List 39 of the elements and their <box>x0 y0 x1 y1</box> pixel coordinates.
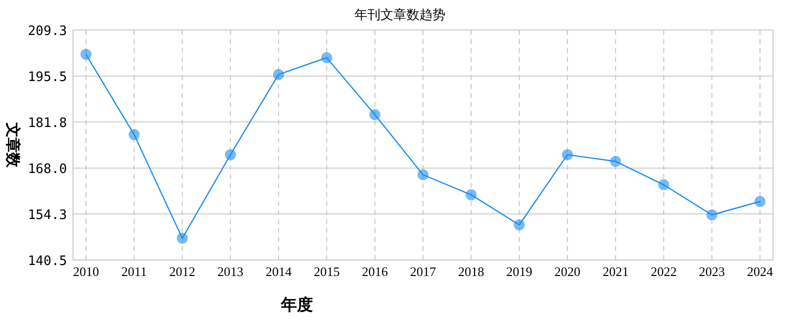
point <box>706 209 718 220</box>
point <box>418 169 428 180</box>
x-tick-label: 2019 <box>506 264 532 279</box>
chart-title: 年刊文章数趋势 <box>354 7 446 22</box>
point <box>562 149 573 160</box>
x-tick-label: 2022 <box>650 264 677 279</box>
y-tick-label: 168.0 <box>28 162 67 178</box>
x-tick-label: 2011 <box>121 264 147 279</box>
x-tick-label: 2024 <box>747 264 774 279</box>
x-tick-label: 2010 <box>73 264 99 279</box>
x-tick-label: 2016 <box>362 264 388 279</box>
x-tick-label: 2012 <box>169 264 196 279</box>
y-tick-label: 154.3 <box>28 208 67 223</box>
x-tick-label: 2014 <box>266 264 292 279</box>
point <box>224 149 236 160</box>
point <box>176 232 188 244</box>
x-tick-label: 2023 <box>698 264 725 279</box>
x-axis-title: 年度 <box>280 295 313 314</box>
point <box>273 68 284 80</box>
point <box>610 156 622 167</box>
point <box>514 219 525 230</box>
y-tick-label: 181.8 <box>28 116 67 131</box>
point <box>80 48 92 60</box>
x-tick-label: 2021 <box>602 264 629 279</box>
point <box>128 129 140 140</box>
x-tick-label: 2015 <box>314 264 340 279</box>
point <box>466 189 477 200</box>
point <box>369 109 380 120</box>
x-tick-label: 2013 <box>217 264 244 279</box>
y-tick-label: 195.5 <box>28 70 67 86</box>
y-tick-label: 140.5 <box>28 254 67 269</box>
x-tick-label: 2017 <box>410 264 436 279</box>
x-tick-label: 2020 <box>554 264 580 279</box>
x-tick-label: 2018 <box>458 264 484 279</box>
y-axis-title: 文章数 <box>4 122 22 168</box>
point <box>754 196 766 207</box>
point <box>321 52 332 64</box>
point <box>658 179 670 190</box>
y-tick-label: 209.3 <box>28 24 67 39</box>
